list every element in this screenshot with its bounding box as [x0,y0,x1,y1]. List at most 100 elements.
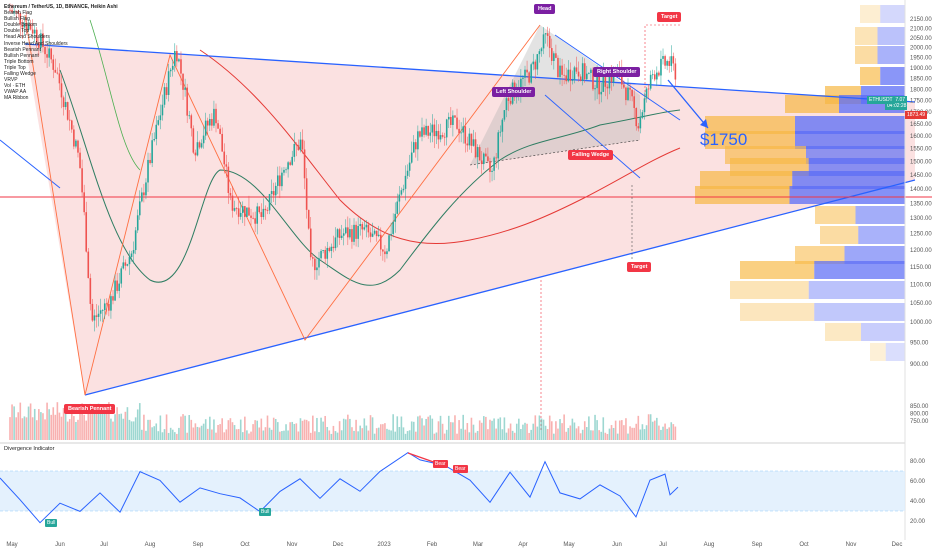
volume-bar [616,433,619,440]
head-shoulders-area [470,25,640,165]
candle-body [553,53,555,61]
volume-profile-down [885,343,905,361]
falling-wedge-label[interactable]: Falling Wedge [568,150,614,160]
indicator-item[interactable]: Triple Bottom [4,58,34,65]
candle-body [462,126,464,133]
right-shoulder-label[interactable]: Right Shoulder [593,67,641,77]
candle-body [637,126,640,129]
candle-body [447,116,450,120]
target-top-label[interactable]: Target [657,12,682,22]
volume-bar [213,419,215,440]
indicator-item[interactable]: Falling Wedge [4,71,36,78]
indicator-item[interactable]: Vol · ETH [4,83,26,90]
candle-body [571,80,574,82]
volume-bar [132,421,135,440]
symbol-title[interactable]: Ethereum / TetherUS, 1D, BINANCE, Heikin… [4,4,118,10]
volume-bar [326,426,329,440]
volume-bar [116,407,118,440]
price-tick-label: 950.00 [910,340,929,346]
time-axis[interactable]: May Jun Jul Aug Sep Oct Nov Dec 2023 Feb Mar Apr May… [6,542,902,548]
indicator-item[interactable]: Head And Shoulders [4,34,50,41]
volume-profile-down [795,116,905,134]
bearish-pennant-label[interactable]: Bearish Pennant [64,404,116,414]
volume-bar [565,431,567,440]
indicator-item[interactable]: Double Top [4,28,30,35]
candle-body [44,47,46,55]
candle-body [450,116,452,125]
candle-body [326,247,329,259]
candle-body [285,169,287,171]
candle-body [71,120,73,130]
indicator-item[interactable]: Double Bottom [4,22,38,29]
candle-body [542,34,545,49]
candle-body [165,87,168,95]
indicator-item[interactable]: Bearish Flag [4,10,33,17]
pennant-upper-trendline [24,43,916,103]
volume-bar [114,414,116,440]
candle-body [295,143,298,146]
last-price-badge[interactable]: ETHUSDT 1877.07 04:02:28 [867,96,907,110]
candle-body [194,152,197,156]
candle-body [522,77,524,79]
oscillator-title[interactable]: Divergence Indicator [4,446,55,452]
volume-bar [25,417,28,440]
indicator-item[interactable]: Bullish Flag [4,16,30,23]
candle-body [524,69,526,78]
candle-body [625,87,627,101]
candle-body [415,142,417,150]
candle-body [641,112,644,118]
candle-body [598,73,600,95]
target-bottom-label[interactable]: Target [627,262,652,272]
oscillator-tick-label: 60.00 [910,479,926,485]
indicator-item[interactable]: Bearish Pennant [4,46,41,53]
volume-bar [586,427,588,440]
volume-bar [668,427,670,440]
candle-body [530,64,532,83]
volume-bar [660,429,662,440]
indicator-item[interactable]: Inverse Head And Shoulders [4,40,68,47]
volume-profile-down [808,281,905,299]
volume-bar [13,406,15,440]
indicator-item[interactable]: MA Ribbon [4,95,29,102]
volume-bar [639,429,642,440]
volume-bar [221,418,223,440]
candle-body [155,124,158,140]
candle-body [174,51,176,66]
candle-body [371,233,374,237]
indicator-item[interactable]: Triple Top [4,64,26,71]
volume-bar [91,404,94,440]
volume-bar [291,421,294,440]
candle-body [338,229,341,238]
volume-bar [625,418,627,440]
candle-body [532,61,535,65]
price-axis[interactable]: 2150.00 2100.00 2050.00 2000.00 1950.00 1900.… [910,17,932,425]
candle-body [347,227,349,238]
candle-body [495,157,497,159]
candle-body [159,115,162,121]
volume-bar [93,408,96,440]
indicator-item[interactable]: VWAP AA [4,89,27,96]
candle-body [474,139,477,158]
volume-bar [209,416,211,440]
volume-bar [357,431,359,440]
countdown-value: 04:02:28 [887,103,907,109]
candle-body [594,88,596,90]
candle-body [153,139,155,141]
head-label[interactable]: Head [534,4,556,14]
candle-body [225,164,228,167]
indicator-item[interactable]: VRVP [4,77,18,84]
volume-bar [618,420,621,440]
candle-body [604,72,607,87]
candle-body [103,303,106,311]
candle-body [388,235,390,252]
indicator-item[interactable]: Bullish Pennant [4,52,39,59]
volume-bar [367,430,370,440]
candle-body [509,100,512,104]
volume-bar [250,431,252,440]
volume-bar [567,427,570,440]
price-tick-label: 2000.00 [910,46,932,52]
ma-fast-line [89,19,141,171]
candle-body [231,195,234,211]
left-shoulder-label[interactable]: Left Shoulder [492,87,536,97]
